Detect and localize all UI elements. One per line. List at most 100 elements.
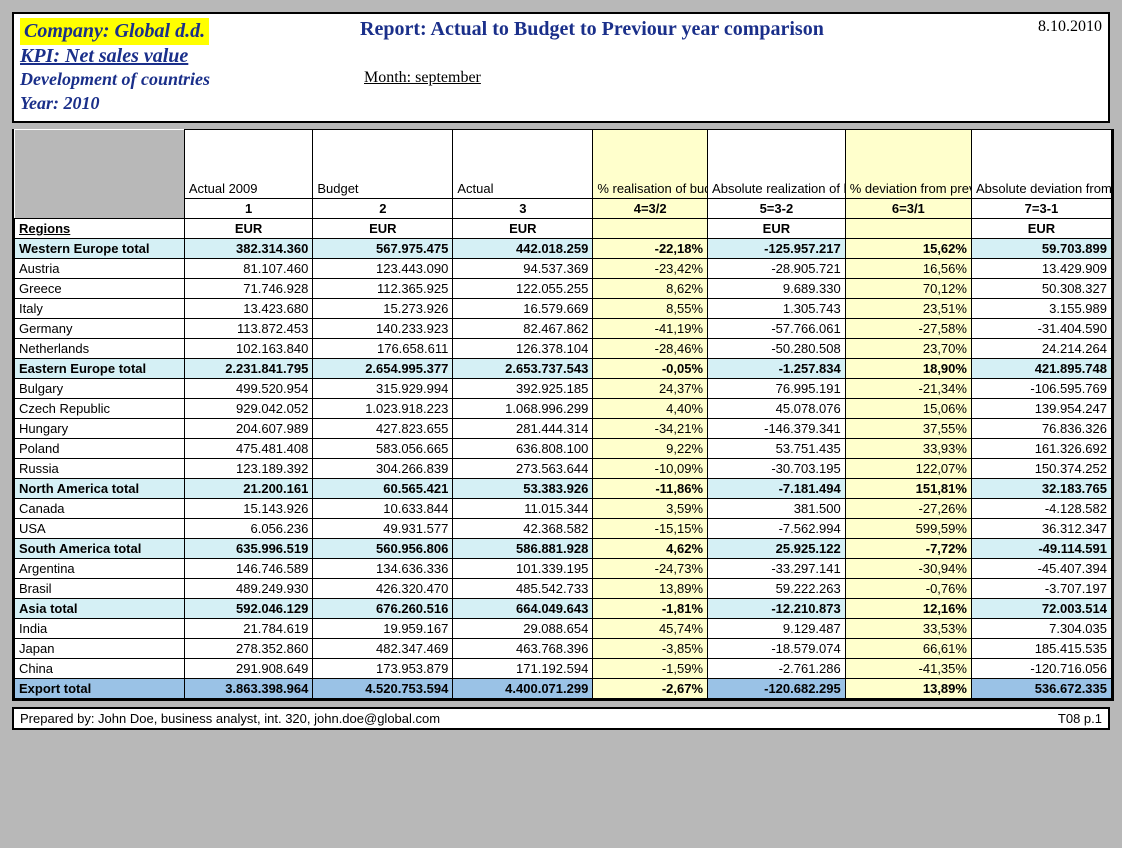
cell-e: 9.129.487 — [708, 619, 846, 639]
cell-b: 1.023.918.223 — [313, 399, 453, 419]
report-title: Report: Actual to Budget to Previour yea… — [360, 18, 952, 45]
cell-d: -10,09% — [593, 459, 708, 479]
cell-c: 126.378.104 — [453, 339, 593, 359]
table-row: China291.908.649173.953.879171.192.594-1… — [15, 659, 1112, 679]
coln-1: 1 — [184, 199, 313, 219]
cell-g: 32.183.765 — [971, 479, 1111, 499]
cell-f: 23,70% — [845, 339, 971, 359]
cell-b: 560.956.806 — [313, 539, 453, 559]
cell-f: 18,90% — [845, 359, 971, 379]
cell-a: 278.352.860 — [184, 639, 313, 659]
cell-e: -2.761.286 — [708, 659, 846, 679]
cell-g: 7.304.035 — [971, 619, 1111, 639]
cell-lbl: Poland — [15, 439, 185, 459]
cell-g: 36.312.347 — [971, 519, 1111, 539]
cell-e: 76.995.191 — [708, 379, 846, 399]
cell-e: -28.905.721 — [708, 259, 846, 279]
cell-a: 71.746.928 — [184, 279, 313, 299]
cell-lbl: Argentina — [15, 559, 185, 579]
cell-b: 4.520.753.594 — [313, 679, 453, 699]
cell-c: 101.339.195 — [453, 559, 593, 579]
cell-g: 59.703.899 — [971, 239, 1111, 259]
cell-c: 485.542.733 — [453, 579, 593, 599]
cell-e: -7.562.994 — [708, 519, 846, 539]
cell-f: -0,76% — [845, 579, 971, 599]
cell-c: 463.768.396 — [453, 639, 593, 659]
cell-lbl: Bulgary — [15, 379, 185, 399]
cell-c: 442.018.259 — [453, 239, 593, 259]
cell-d: -1,59% — [593, 659, 708, 679]
table-row: Poland475.481.408583.056.665636.808.1009… — [15, 439, 1112, 459]
cell-c: 42.368.582 — [453, 519, 593, 539]
table-row: Austria81.107.460123.443.09094.537.369-2… — [15, 259, 1112, 279]
report-header: Company: Global d.d. Report: Actual to B… — [12, 12, 1110, 123]
table-row: North America total21.200.16160.565.4215… — [15, 479, 1112, 499]
cell-a: 21.784.619 — [184, 619, 313, 639]
data-table: Actual 2009 Budget Actual % realisation … — [14, 129, 1112, 699]
cell-e: 1.305.743 — [708, 299, 846, 319]
table-row: Argentina146.746.589134.636.336101.339.1… — [15, 559, 1112, 579]
cell-a: 113.872.453 — [184, 319, 313, 339]
col-actual2009: Actual 2009 — [184, 130, 313, 199]
cell-b: 134.636.336 — [313, 559, 453, 579]
col-pct-realisation: % realisation of budget — [593, 130, 708, 199]
cell-d: -11,86% — [593, 479, 708, 499]
cell-e: -146.379.341 — [708, 419, 846, 439]
cell-f: 16,56% — [845, 259, 971, 279]
cell-c: 636.808.100 — [453, 439, 593, 459]
unit-7: EUR — [971, 219, 1111, 239]
table-row: Italy13.423.68015.273.92616.579.6698,55%… — [15, 299, 1112, 319]
report-page: Company: Global d.d. Report: Actual to B… — [12, 12, 1110, 730]
cell-g: 421.895.748 — [971, 359, 1111, 379]
cell-a: 146.746.589 — [184, 559, 313, 579]
cell-d: -24,73% — [593, 559, 708, 579]
cell-g: 72.003.514 — [971, 599, 1111, 619]
cell-lbl: Canada — [15, 499, 185, 519]
cell-b: 60.565.421 — [313, 479, 453, 499]
cell-d: 4,40% — [593, 399, 708, 419]
cell-b: 482.347.469 — [313, 639, 453, 659]
cell-b: 427.823.655 — [313, 419, 453, 439]
table-row: Greece71.746.928112.365.925122.055.2558,… — [15, 279, 1112, 299]
cell-e: -120.682.295 — [708, 679, 846, 699]
cell-b: 426.320.470 — [313, 579, 453, 599]
cell-d: 24,37% — [593, 379, 708, 399]
cell-g: 3.155.989 — [971, 299, 1111, 319]
data-table-container: Actual 2009 Budget Actual % realisation … — [12, 129, 1114, 701]
cell-a: 6.056.236 — [184, 519, 313, 539]
cell-d: -22,18% — [593, 239, 708, 259]
table-row: Export total3.863.398.9644.520.753.5944.… — [15, 679, 1112, 699]
cell-b: 112.365.925 — [313, 279, 453, 299]
table-row: Canada15.143.92610.633.84411.015.3443,59… — [15, 499, 1112, 519]
cell-d: -23,42% — [593, 259, 708, 279]
col-abs-deviation: Absolute deviation from previous year — [971, 130, 1111, 199]
cell-a: 382.314.360 — [184, 239, 313, 259]
coln-6: 6=3/1 — [845, 199, 971, 219]
cell-g: 50.308.327 — [971, 279, 1111, 299]
cell-b: 19.959.167 — [313, 619, 453, 639]
cell-f: -27,26% — [845, 499, 971, 519]
cell-b: 140.233.923 — [313, 319, 453, 339]
year-label: Year: 2010 — [20, 93, 360, 117]
col-abs-realization: Absolute realization of budget — [708, 130, 846, 199]
cell-a: 123.189.392 — [184, 459, 313, 479]
cell-a: 81.107.460 — [184, 259, 313, 279]
cell-b: 676.260.516 — [313, 599, 453, 619]
cell-g: 13.429.909 — [971, 259, 1111, 279]
cell-f: -30,94% — [845, 559, 971, 579]
cell-lbl: Netherlands — [15, 339, 185, 359]
cell-b: 315.929.994 — [313, 379, 453, 399]
cell-e: -7.181.494 — [708, 479, 846, 499]
cell-d: -28,46% — [593, 339, 708, 359]
cell-lbl: Germany — [15, 319, 185, 339]
report-date: 8.10.2010 — [952, 18, 1102, 45]
cell-c: 2.653.737.543 — [453, 359, 593, 379]
cell-c: 4.400.071.299 — [453, 679, 593, 699]
table-row: South America total635.996.519560.956.80… — [15, 539, 1112, 559]
cell-f: 13,89% — [845, 679, 971, 699]
cell-g: -120.716.056 — [971, 659, 1111, 679]
coln-3: 3 — [453, 199, 593, 219]
cell-a: 15.143.926 — [184, 499, 313, 519]
cell-f: 33,93% — [845, 439, 971, 459]
cell-g: 24.214.264 — [971, 339, 1111, 359]
